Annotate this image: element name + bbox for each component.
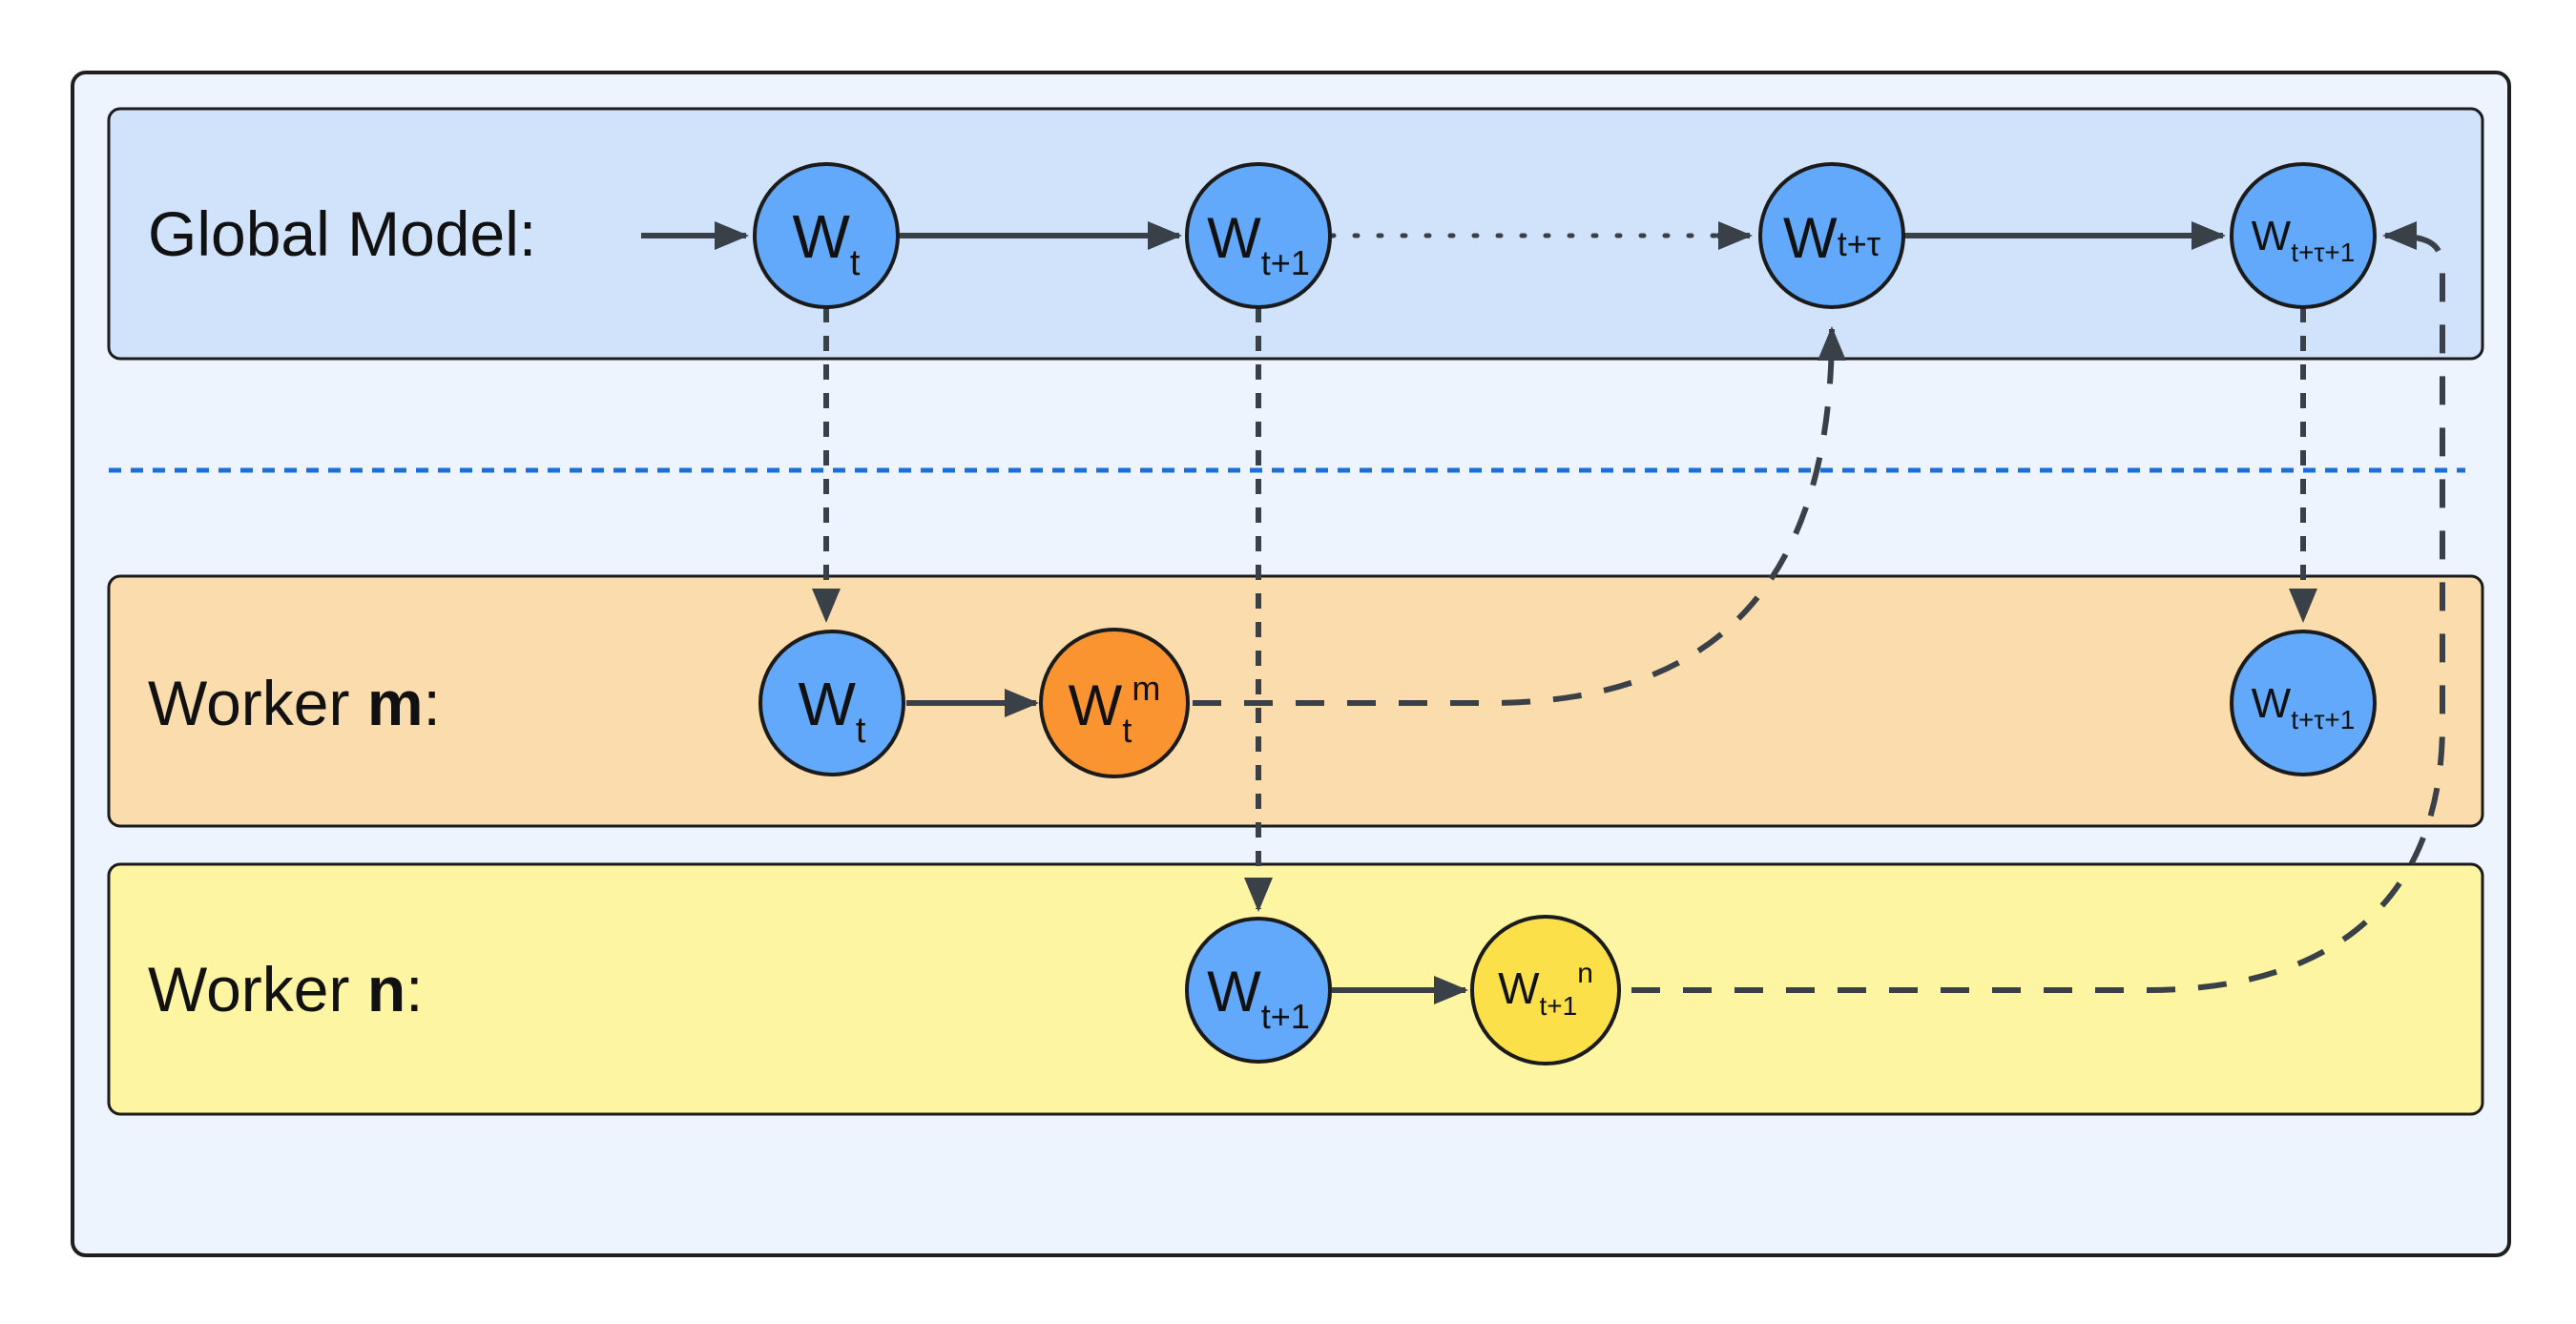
- svg-text:Wt+1n: Wt+1n: [1498, 958, 1593, 1021]
- node-worker-n-wt1n: Wt+1n: [1470, 915, 1621, 1065]
- global-model-label: Global Model:: [148, 198, 536, 269]
- worker-n-label: Worker n:: [148, 954, 423, 1024]
- node-worker-m-wtm: Wtm: [1039, 628, 1190, 778]
- svg-text:Wt+τ+1: Wt+τ+1: [2252, 213, 2356, 267]
- svg-text:Wt+τ+1: Wt+τ+1: [2252, 680, 2356, 734]
- node-worker-n-wt1: Wt+1: [1185, 917, 1332, 1064]
- node-global-wt1: Wt+1: [1185, 162, 1332, 309]
- node-global-wttau: Wt+τ: [1758, 162, 1905, 309]
- svg-text:Wt+1: Wt+1: [1207, 206, 1310, 282]
- node-global-wttau1: Wt+τ+1: [2230, 162, 2377, 309]
- svg-text:Wt+1: Wt+1: [1207, 960, 1310, 1036]
- svg-text:Wt: Wt: [793, 202, 861, 283]
- svg-text:Wt+τ: Wt+τ: [1783, 206, 1880, 270]
- svg-text:Wtm: Wtm: [1069, 669, 1161, 750]
- node-global-wt: Wt: [753, 162, 900, 309]
- worker-m-label: Worker m:: [148, 668, 441, 738]
- push-worker-n-update: [1631, 221, 2445, 993]
- edges: [641, 221, 2445, 1004]
- node-worker-m-wttau1: Wt+τ+1: [2230, 630, 2377, 776]
- svg-text:Wt: Wt: [799, 670, 866, 751]
- node-worker-m-wt: Wt: [758, 630, 905, 776]
